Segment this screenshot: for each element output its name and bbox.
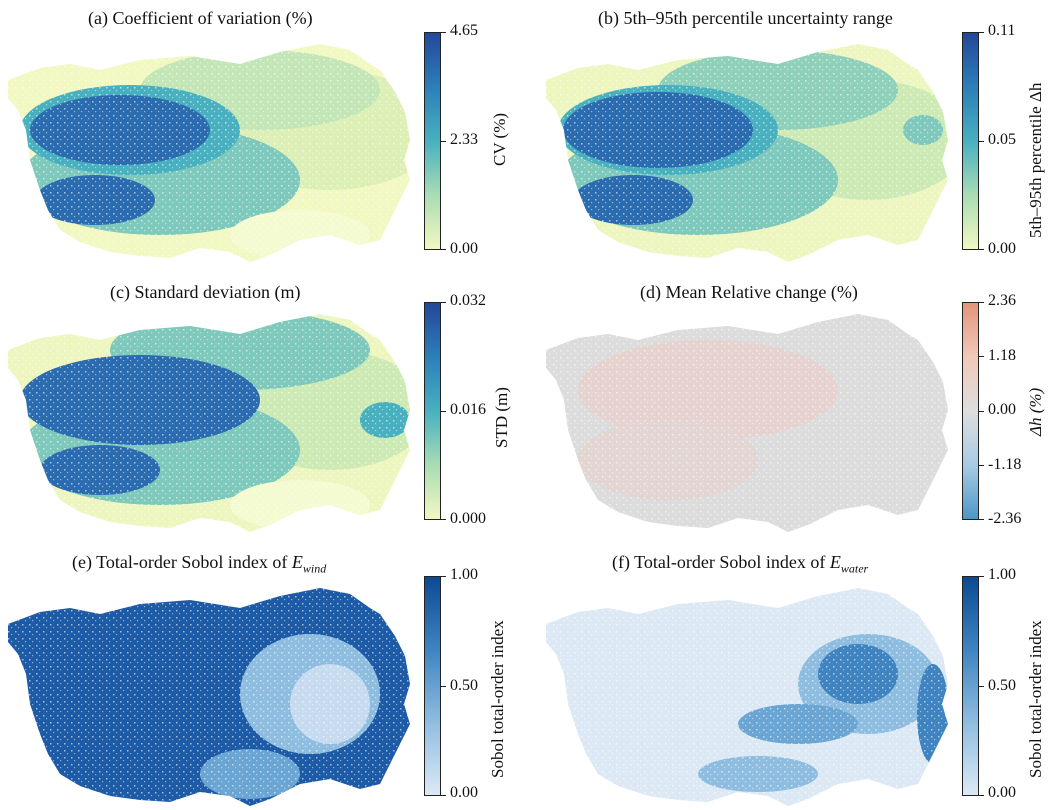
- cbar-tick-min: 0.00: [988, 784, 1016, 801]
- std-map: [8, 314, 410, 532]
- colorbar-label: Sobol total-order index: [488, 620, 507, 778]
- panel-title: (b) 5th–95th percentile uncertainty rang…: [598, 8, 893, 28]
- panel-title: (e) Total-order Sobol index of Ewind: [72, 552, 327, 576]
- cbar-tick-max: 0.11: [988, 22, 1016, 39]
- cbar-tick-max: 1.00: [450, 566, 478, 583]
- colorbar: [962, 32, 979, 250]
- cbar-tick: 1.18: [988, 347, 1016, 364]
- cbar-tick-mid: 0.016: [450, 401, 486, 418]
- colorbar: [424, 32, 441, 250]
- cbar-tick-mid: 0.50: [450, 677, 478, 694]
- cbar-tick: -1.18: [988, 456, 1022, 473]
- sobol-wind-map: [8, 588, 410, 806]
- uncertainty-map: [546, 44, 948, 262]
- colorbar-label: STD (m): [492, 387, 511, 448]
- cbar-tick: 0.00: [988, 401, 1016, 418]
- colorbar: [424, 302, 441, 520]
- cbar-tick-min: 0.00: [450, 784, 478, 801]
- colorbar-label: 5th–95th percentile Δh: [1026, 82, 1045, 238]
- cbar-tick-mid: 2.33: [450, 131, 478, 148]
- cbar-tick-mid: 0.50: [988, 677, 1016, 694]
- panel-title: (a) Coefficient of variation (%): [88, 8, 313, 28]
- cbar-tick-min: 0.00: [988, 240, 1016, 257]
- colorbar: [424, 576, 441, 796]
- cbar-tick-max: 4.65: [450, 22, 478, 39]
- cv-map: [8, 44, 410, 262]
- cbar-tick-max: 1.00: [988, 566, 1016, 583]
- colorbar-label: CV (%): [490, 112, 509, 166]
- sobol-water-map: [546, 588, 948, 806]
- cbar-tick-mid: 0.05: [988, 131, 1016, 148]
- cbar-tick: -2.36: [988, 510, 1022, 527]
- cbar-tick-max: 0.032: [450, 292, 486, 309]
- panel-title: (c) Standard deviation (m): [110, 282, 301, 302]
- colorbar: [962, 576, 979, 796]
- cbar-tick-min: 0.000: [450, 510, 486, 527]
- colorbar: [962, 302, 979, 520]
- relative-change-map: [546, 314, 948, 532]
- panel-title: (d) Mean Relative change (%): [640, 282, 858, 302]
- colorbar-label: Sobol total-order index: [1026, 620, 1045, 778]
- cbar-tick-min: 0.00: [450, 240, 478, 257]
- colorbar-label: Δh (%): [1026, 387, 1045, 436]
- cbar-tick: 2.36: [988, 292, 1016, 309]
- panel-title: (f) Total-order Sobol index of Ewater: [612, 552, 869, 576]
